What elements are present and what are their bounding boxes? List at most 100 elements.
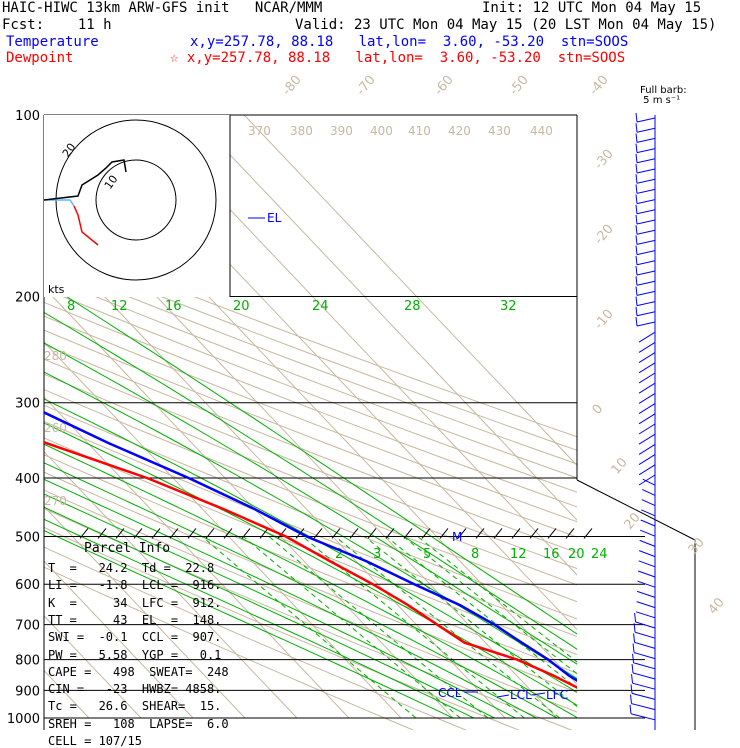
wind-barb (638, 341, 656, 353)
theta-label: 370 (248, 124, 271, 138)
dry-adiabat-line (44, 489, 577, 713)
wind-barb-flag (635, 112, 638, 123)
isotherm-label: 30 (686, 535, 708, 557)
wind-barb-flag (635, 306, 638, 316)
wind-barb (632, 682, 656, 690)
isotherm-line (191, 115, 577, 521)
isotherm-label: -50 (507, 73, 532, 99)
parcel-info-row: CELL = 107/15 (48, 734, 142, 748)
mixing-ratio-line (201, 536, 417, 719)
pressure-label: 700 (15, 619, 40, 634)
wind-barb (638, 403, 656, 415)
wind-barb (636, 178, 656, 184)
moist-adiabat-label: 12 (111, 299, 128, 314)
wind-barb-flag (634, 612, 637, 623)
wind-barb (638, 433, 656, 445)
hatch-mark (421, 528, 431, 539)
wind-barb (637, 570, 656, 578)
wind-barb (636, 270, 656, 276)
dry-adiabat-line (44, 329, 577, 538)
hatch-mark (187, 528, 197, 539)
m-marker: M (452, 530, 462, 544)
barb-scale-label: Full barb: 5 m s⁻¹ (640, 85, 687, 106)
dry-adiabat-line (44, 373, 577, 586)
mixing-ratio-line (364, 536, 577, 708)
ccl-marker: CCL (438, 686, 462, 700)
dry-adiabat-line (44, 388, 577, 603)
wind-barb-flag (635, 153, 638, 163)
pressure-label: 500 (15, 530, 40, 545)
hatch-mark (457, 528, 467, 539)
hodograph-ring-inner (95, 159, 177, 241)
wind-barb (635, 621, 656, 629)
wind-barb (639, 539, 656, 547)
valid-time: Valid: 23 UTC Mon 04 May 15 (20 LST Mon … (295, 17, 717, 33)
wind-barb (638, 362, 656, 374)
wind-barb-flag (635, 225, 638, 235)
lfc-marker: LFC (546, 688, 568, 702)
wind-barb (636, 239, 656, 245)
hatch-mark (583, 528, 593, 539)
mixing-ratio-label: 20 (568, 547, 585, 562)
parcel-info-title: Parcel Info (84, 541, 171, 556)
dry-adiabat-line (44, 249, 577, 451)
wind-barb (636, 590, 656, 598)
hatch-mark (115, 528, 125, 539)
wind-barb (638, 382, 656, 394)
theta-label: 390 (330, 124, 353, 138)
dry-adiabat-line (44, 420, 577, 638)
wind-barb (636, 250, 656, 256)
wind-barb (637, 580, 656, 588)
wind-barb (638, 372, 656, 384)
wind-barb-flag (633, 633, 636, 643)
wind-barb (641, 499, 656, 507)
mixing-ratio-label: 12 (510, 547, 527, 562)
wind-barb-flag (635, 214, 638, 225)
wind-barb (642, 478, 656, 486)
hodograph-trace-mid (44, 199, 75, 207)
pressure-label: 400 (15, 472, 40, 487)
parcel-info-row: LI = -1.8 LCL = 916. (48, 578, 222, 593)
theta-label: 270 (44, 494, 67, 508)
wind-barb (636, 229, 656, 235)
wind-barb (640, 529, 656, 537)
hatch-mark (223, 528, 233, 539)
dry-adiabat-line (44, 301, 577, 508)
wind-barb (636, 321, 656, 327)
moist-adiabat-label: 16 (165, 299, 182, 314)
lcl-tick (496, 694, 510, 698)
wind-barb-flag (635, 174, 638, 184)
hatch-mark (313, 528, 323, 539)
moist-adiabat-label: 24 (312, 299, 329, 314)
wind-barb (636, 199, 656, 205)
parcel-info-row: PW = 5.58 YGP = 0.1 (48, 647, 222, 662)
wind-barb-flag (635, 143, 638, 153)
wind-barb (638, 464, 656, 476)
wind-barb (638, 392, 656, 404)
hodograph-trace-low (73, 205, 99, 246)
wind-barb-flag (635, 163, 638, 174)
wind-barb (636, 188, 656, 194)
hatch-mark (439, 528, 449, 539)
dry-adiabat-line (44, 358, 577, 570)
wind-barb (633, 662, 656, 670)
wind-barb (631, 703, 656, 711)
wind-barb-flag (632, 643, 635, 653)
isotherm-label: -10 (592, 307, 617, 333)
isotherm-label: 40 (706, 595, 728, 617)
isotherm-line (44, 560, 194, 719)
wind-barb-flag (631, 663, 634, 674)
isotherm-label: -80 (280, 73, 305, 99)
right-axis-skew (576, 479, 696, 541)
hatch-mark (367, 528, 377, 539)
hatch-mark (133, 528, 143, 539)
hatch-mark (403, 528, 413, 539)
mixing-ratio-label: 5 (423, 547, 431, 562)
wind-barb (635, 611, 656, 619)
theta-label: 380 (290, 124, 313, 138)
wind-barb (636, 219, 656, 225)
wind-barb (636, 311, 656, 317)
wind-barb-flag (635, 296, 638, 306)
mixing-ratio-line (385, 536, 577, 689)
mixing-ratio-line (243, 536, 461, 719)
